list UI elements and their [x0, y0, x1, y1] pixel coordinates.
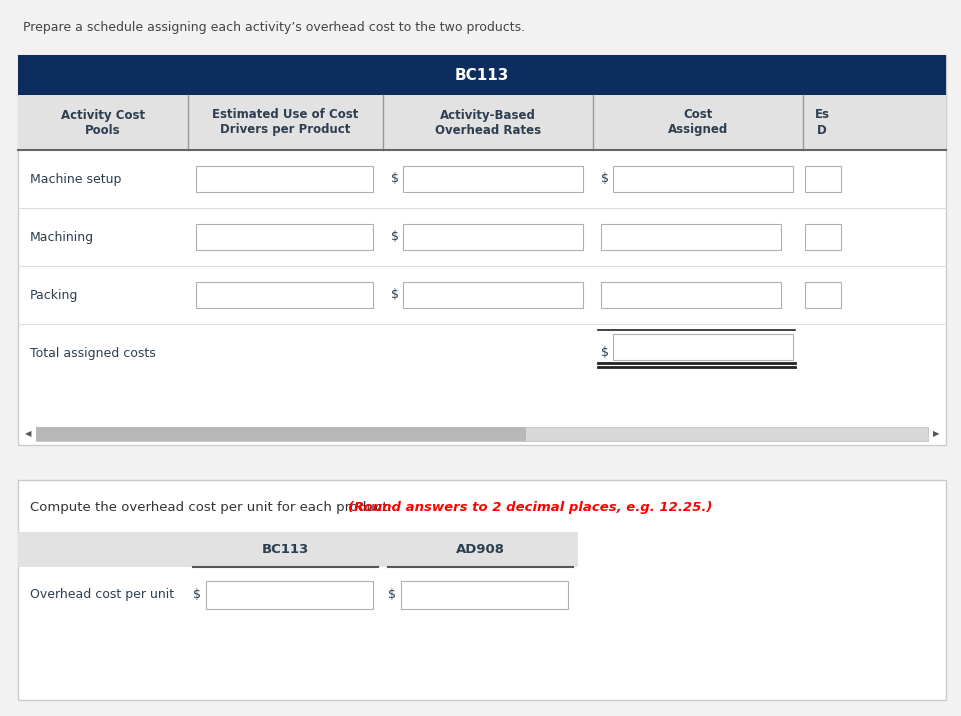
- Bar: [403, 282, 582, 308]
- Text: (Round answers to 2 decimal places, e.g. 12.25.): (Round answers to 2 decimal places, e.g.…: [348, 501, 712, 515]
- Bar: [612, 166, 792, 192]
- Text: $: $: [390, 289, 399, 301]
- Text: ▶: ▶: [932, 430, 938, 438]
- Bar: [601, 282, 780, 308]
- Text: $: $: [193, 588, 201, 601]
- Bar: [612, 334, 792, 360]
- Text: Prepare a schedule assigning each activity’s overhead cost to the two products.: Prepare a schedule assigning each activi…: [23, 21, 525, 34]
- Bar: [196, 282, 373, 308]
- Text: Cost
Assigned: Cost Assigned: [667, 109, 727, 137]
- Bar: [18, 55, 945, 445]
- Text: Total assigned costs: Total assigned costs: [30, 347, 156, 359]
- Bar: [18, 480, 945, 700]
- Text: Es
D: Es D: [814, 109, 828, 137]
- Bar: [601, 224, 780, 250]
- Text: BC113: BC113: [455, 67, 508, 82]
- Bar: [401, 581, 567, 609]
- Bar: [804, 224, 840, 250]
- Bar: [403, 224, 582, 250]
- Bar: [403, 166, 582, 192]
- Bar: [196, 224, 373, 250]
- Text: Activity Cost
Pools: Activity Cost Pools: [61, 109, 145, 137]
- Text: Compute the overhead cost per unit for each product.: Compute the overhead cost per unit for e…: [30, 501, 391, 515]
- Text: Overhead cost per unit: Overhead cost per unit: [30, 588, 174, 601]
- Text: Machining: Machining: [30, 231, 94, 243]
- Text: $: $: [387, 588, 396, 601]
- Text: Activity-Based
Overhead Rates: Activity-Based Overhead Rates: [434, 109, 540, 137]
- Bar: [18, 55, 945, 95]
- Text: $: $: [601, 173, 608, 185]
- Text: Packing: Packing: [30, 289, 78, 301]
- Text: Machine setup: Machine setup: [30, 173, 121, 185]
- Bar: [206, 581, 373, 609]
- Bar: [36, 427, 927, 441]
- Bar: [18, 95, 945, 150]
- Text: ◀: ◀: [25, 430, 31, 438]
- Text: Estimated Use of Cost
Drivers per Product: Estimated Use of Cost Drivers per Produc…: [212, 109, 358, 137]
- Bar: [196, 166, 373, 192]
- Bar: [804, 166, 840, 192]
- Bar: [36, 427, 526, 441]
- Bar: [18, 532, 578, 567]
- Text: AD908: AD908: [456, 543, 505, 556]
- Text: BC113: BC113: [261, 543, 308, 556]
- Bar: [804, 282, 840, 308]
- Text: $: $: [601, 347, 608, 359]
- Text: $: $: [390, 173, 399, 185]
- Text: $: $: [390, 231, 399, 243]
